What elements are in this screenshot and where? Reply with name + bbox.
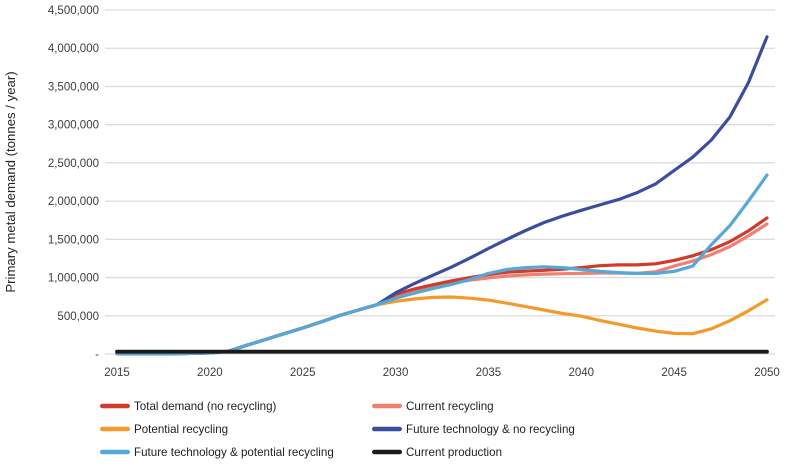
- y-tick-label: 500,000: [57, 311, 99, 323]
- y-tick-label: 1,500,000: [48, 234, 99, 246]
- series-line-potential-recycling: [115, 295, 769, 356]
- legend-swatch-future-technology-and-potential-recycling: [100, 449, 130, 455]
- x-tick-label: 2025: [290, 367, 316, 379]
- legend: Total demand (no recycling) Current recyc…: [100, 400, 575, 459]
- x-tick-label: 2045: [661, 367, 687, 379]
- x-axis-tick-labels: 2015 2020 2025 2030 2035 2040 2045 2050: [104, 367, 780, 379]
- x-tick-label: 2020: [197, 367, 223, 379]
- legend-item-current-recycling: Current recycling: [372, 400, 494, 413]
- legend-swatch-total-demand-no-recycling: [100, 403, 130, 409]
- legend-swatch-future-technology-and-no-recycling: [372, 426, 402, 432]
- legend-swatch-current-production: [372, 449, 402, 455]
- series-line-future-technology-and-no-recycling: [115, 35, 769, 356]
- legend-item-future-technology-and-potential-recycling: Future technology & potential recycling: [100, 446, 334, 459]
- legend-label: Potential recycling: [134, 423, 228, 436]
- y-axis-title: Primary metal demand (tonnes / year): [3, 71, 18, 292]
- legend-label: Future technology & potential recycling: [134, 446, 334, 459]
- legend-label: Future technology & no recycling: [406, 423, 575, 436]
- x-tick-label: 2030: [383, 367, 409, 379]
- x-tick-label: 2015: [104, 367, 130, 379]
- series-line-future-technology-and-potential-recycling: [115, 173, 769, 356]
- y-tick-label: 1,000,000: [48, 273, 99, 285]
- x-tick-label: 2040: [568, 367, 594, 379]
- y-tick-label: -: [95, 349, 99, 361]
- legend-swatch-potential-recycling: [100, 426, 130, 432]
- legend-item-potential-recycling: Potential recycling: [100, 423, 228, 436]
- legend-item-future-technology-and-no-recycling: Future technology & no recycling: [372, 423, 575, 436]
- legend-label: Current recycling: [406, 400, 494, 413]
- x-tick-label: 2050: [754, 367, 780, 379]
- y-tick-label: 4,500,000: [48, 5, 99, 17]
- series-lines: [115, 35, 769, 356]
- y-tick-label: 2,500,000: [48, 158, 99, 170]
- y-tick-label: 3,500,000: [48, 81, 99, 93]
- y-tick-label: 2,000,000: [48, 196, 99, 208]
- y-axis-tick-labels: - 500,000 1,000,000 1,500,000 2,000,000 2,500…: [48, 5, 99, 361]
- legend-item-current-production: Current production: [372, 446, 502, 459]
- y-tick-label: 4,000,000: [48, 43, 99, 55]
- gridlines: [105, 9, 775, 355]
- legend-label: Current production: [406, 446, 502, 459]
- legend-label: Total demand (no recycling): [134, 400, 277, 413]
- legend-item-total-demand-no-recycling: Total demand (no recycling): [100, 400, 277, 413]
- legend-swatch-current-recycling: [372, 403, 402, 409]
- x-tick-label: 2035: [476, 367, 502, 379]
- y-tick-label: 3,000,000: [48, 120, 99, 132]
